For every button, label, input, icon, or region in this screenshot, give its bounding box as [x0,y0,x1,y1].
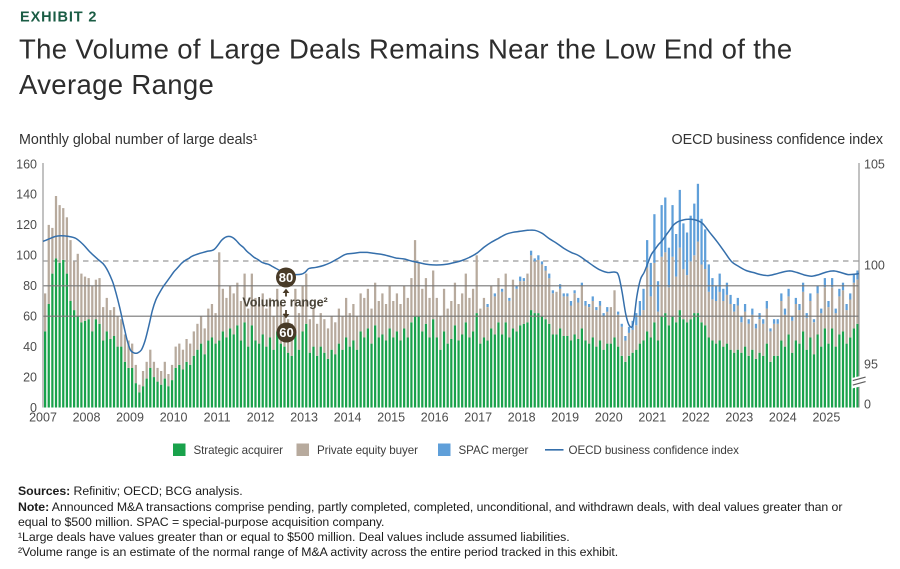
svg-text:equal to $500 million. SPAC =: equal to $500 million. SPAC = special-pu… [18,515,384,529]
svg-text:120: 120 [16,218,37,232]
svg-text:OECD business confidence index: OECD business confidence index [672,132,883,148]
svg-text:SPAC merger: SPAC merger [459,444,529,457]
svg-text:¹Large deals have values great: ¹Large deals have values greater than or… [18,530,570,544]
svg-text:²Volume range is an estimate o: ²Volume range is an estimate of the norm… [18,545,618,559]
svg-text:2020: 2020 [595,411,623,425]
svg-text:Volume range²: Volume range² [242,296,327,310]
svg-text:2011: 2011 [204,411,231,425]
svg-text:100: 100 [864,259,885,273]
svg-text:2012: 2012 [247,411,275,425]
svg-text:2009: 2009 [116,411,144,425]
svg-text:2025: 2025 [812,411,840,425]
svg-text:Average Range: Average Range [19,69,214,100]
svg-text:140: 140 [16,188,37,202]
svg-text:The Volume of Large Deals Rema: The Volume of Large Deals Remains Near t… [19,34,793,65]
svg-text:0: 0 [864,398,871,412]
svg-text:95: 95 [864,358,878,372]
svg-text:2022: 2022 [682,411,710,425]
svg-text:2018: 2018 [508,411,536,425]
svg-text:Sources: Refinitiv; OECD; BCG: Sources: Refinitiv; OECD; BCG analysis. [18,484,243,498]
svg-text:2010: 2010 [160,411,188,425]
svg-text:2008: 2008 [73,411,101,425]
svg-text:105: 105 [864,158,885,172]
svg-text:2007: 2007 [29,411,57,425]
svg-text:2021: 2021 [638,411,666,425]
svg-text:60: 60 [279,325,293,340]
svg-text:OECD business confidence index: OECD business confidence index [569,444,740,457]
svg-text:2017: 2017 [464,411,492,425]
svg-text:80: 80 [279,270,293,285]
svg-text:Monthly global number of large: Monthly global number of large deals¹ [19,132,258,148]
svg-text:Strategic acquirer: Strategic acquirer [194,444,284,457]
svg-text:2019: 2019 [551,411,579,425]
svg-text:0: 0 [30,401,37,415]
svg-text:80: 80 [23,279,37,293]
svg-text:160: 160 [16,157,37,171]
svg-text:Private equity buyer: Private equity buyer [317,444,418,457]
svg-text:Note: Announced M&A transactio: Note: Announced M&A transactions compris… [18,500,842,514]
svg-text:2013: 2013 [290,411,318,425]
svg-text:20: 20 [23,370,37,384]
svg-text:60: 60 [23,310,37,324]
svg-text:2023: 2023 [725,411,753,425]
svg-text:EXHIBIT 2: EXHIBIT 2 [20,10,97,26]
svg-text:2015: 2015 [377,411,405,425]
svg-text:40: 40 [23,340,37,354]
svg-text:2024: 2024 [769,411,797,425]
svg-text:2016: 2016 [421,411,449,425]
svg-text:2014: 2014 [334,411,362,425]
svg-text:100: 100 [16,249,37,263]
